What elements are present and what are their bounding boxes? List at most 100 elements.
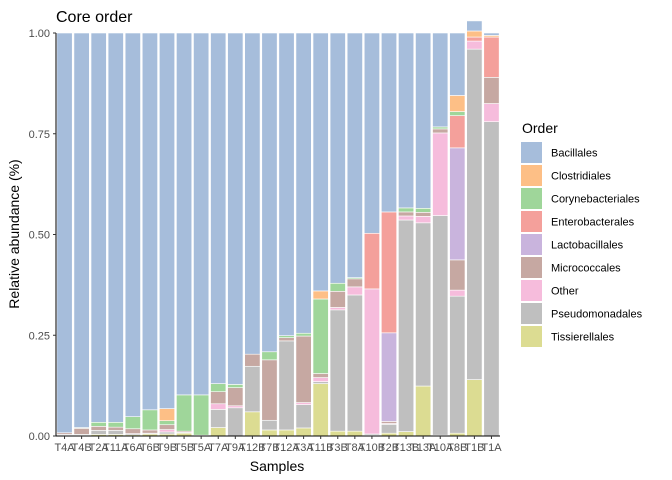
- bar-segment-T4A-bacillales: [56, 32, 73, 434]
- bar-segment-T10A-corynebacteriales: [432, 126, 449, 130]
- bar-segment-T8B-corynebacteriales: [449, 111, 466, 116]
- bar-segment-T9B-other: [159, 429, 175, 433]
- bar-segment-T7A-other: [210, 403, 227, 410]
- bar-segment-T8B-lactobacillales: [449, 147, 466, 261]
- bar-segment-T6B-micrococcales: [141, 429, 158, 434]
- x-tick-label-t7a: T7A: [208, 442, 229, 454]
- legend-key-enterobacterales: [521, 211, 542, 232]
- bar-segment-T12B-micrococcales: [244, 353, 261, 367]
- bar-segment-T8B-clostridiales: [449, 95, 466, 112]
- bar-segment-T9B-corynebacteriales: [159, 420, 175, 426]
- bar-segment-T1B-bacillales: [466, 20, 483, 32]
- bar-segment-T8B-bacillales: [449, 32, 466, 96]
- bar-segment-T7A-tissierellales: [210, 427, 227, 437]
- bar-segment-T1B-pseudomonadales: [466, 48, 483, 380]
- bar-segment-T11B-pseudomonadales: [312, 381, 329, 384]
- bar-segment-T8A-other: [346, 286, 363, 296]
- bar-segment-T2B-enterobacterales: [381, 211, 397, 334]
- bar-segment-T1A-pseudomonadales: [483, 121, 500, 437]
- bar-segment-T3B-other: [329, 307, 346, 311]
- axes-layer: 0.000.250.500.751.00T4AT4BT2AT11AT6AT6BT…: [29, 28, 503, 454]
- x-tick-label-t3b: T3B: [328, 442, 348, 454]
- bar-segment-T13B-bacillales: [398, 32, 415, 209]
- bar-segment-T1B-clostridiales: [466, 30, 483, 38]
- x-tick-label-t12a: T12A: [273, 442, 300, 454]
- legend-key-tissierellales: [521, 326, 542, 347]
- bar-segment-T9A-micrococcales: [227, 387, 244, 407]
- bar-segment-T13A-bacillales: [415, 32, 432, 209]
- legend-key-pseudomonadales: [521, 303, 542, 324]
- bar-segment-T9A-pseudomonadales: [227, 407, 244, 437]
- bar-segment-T11B-bacillales: [312, 32, 329, 292]
- legend-key-clostridiales: [521, 165, 542, 186]
- bar-segment-T1B-other: [466, 40, 483, 50]
- bar-segment-T13B-pseudomonadales: [398, 219, 415, 432]
- legend-key-corynebacteriales: [521, 188, 542, 209]
- bar-segment-T1B-tissierellales: [466, 379, 483, 437]
- bar-segment-T9A-other: [227, 405, 244, 409]
- bar-segment-T10B-enterobacterales: [363, 232, 380, 290]
- legend-label-micrococcales: Micrococcales: [551, 263, 621, 275]
- bar-segment-T10A-micrococcales: [432, 128, 449, 134]
- y-axis-title: Relative abundance (%): [6, 159, 22, 308]
- bar-segment-T13B-micrococcales: [398, 211, 415, 217]
- legend-label-lactobacillales: Lactobacillales: [551, 240, 624, 252]
- bar-segment-T2B-lactobacillales: [381, 332, 397, 422]
- x-tick-label-t13b: T13B: [393, 442, 419, 454]
- bar-segment-T6B-bacillales: [141, 32, 158, 411]
- bar-segment-T11A-corynebacteriales: [107, 421, 124, 428]
- x-tick-label-t9b: T9B: [157, 442, 177, 454]
- bar-segment-T5A-bacillales: [193, 32, 210, 396]
- legend-key-micrococcales: [521, 257, 542, 278]
- bar-segment-T6B-corynebacteriales: [141, 409, 158, 431]
- bar-segment-T9A-corynebacteriales: [227, 384, 244, 388]
- x-tick-label-t2b: T2B: [379, 442, 399, 454]
- bars-layer: [56, 20, 500, 437]
- x-tick-label-t8b: T8B: [447, 442, 467, 454]
- bar-segment-T2B-bacillales: [381, 32, 397, 213]
- bar-segment-T6A-bacillales: [124, 32, 141, 417]
- bar-segment-T12B-tissierellales: [244, 411, 261, 437]
- bar-segment-T9B-clostridiales: [159, 408, 175, 421]
- bar-segment-T2A-bacillales: [90, 32, 107, 423]
- bar-segment-T7B-bacillales: [261, 32, 278, 353]
- bar-segment-T3B-corynebacteriales: [329, 282, 346, 292]
- x-tick-label-t7b: T7B: [259, 442, 279, 454]
- legend-key-lactobacillales: [521, 234, 542, 255]
- bar-segment-T8A-micrococcales: [346, 278, 363, 288]
- bar-segment-T5A-corynebacteriales: [193, 394, 210, 436]
- x-tick-label-t11b: T11B: [308, 442, 333, 454]
- bar-segment-T9B-bacillales: [159, 32, 175, 409]
- bar-segment-T2A-corynebacteriales: [90, 421, 107, 427]
- bar-segment-T7A-corynebacteriales: [210, 383, 227, 392]
- bar-segment-T4B-bacillales: [73, 32, 90, 428]
- bar-segment-T8B-micrococcales: [449, 259, 466, 291]
- legend-key-bacillales: [521, 142, 542, 163]
- bar-segment-T10B-other: [363, 288, 380, 435]
- bar-segment-T13B-corynebacteriales: [398, 207, 415, 213]
- bar-segment-T1A-micrococcales: [483, 77, 500, 104]
- bar-segment-T13A-pseudomonadales: [415, 222, 432, 387]
- bar-segment-T3A-tissierellales: [295, 427, 312, 437]
- legend-label-bacillales: Bacillales: [551, 148, 598, 160]
- bar-segment-T13A-other: [415, 216, 432, 224]
- y-tick-label: 0.50: [29, 230, 50, 242]
- bar-segment-T2B-micrococcales: [381, 421, 397, 424]
- legend: Order Bacillales Clostridiales Corynebacte…: [521, 120, 643, 347]
- bar-segment-T1B-enterobacterales: [466, 36, 483, 42]
- bar-segment-T7A-bacillales: [210, 32, 227, 384]
- y-tick-label: 1.00: [29, 28, 50, 40]
- legend-label-other: Other: [551, 286, 579, 298]
- bar-segment-T3A-pseudomonadales: [295, 404, 312, 429]
- bar-segment-T7B-micrococcales: [261, 359, 278, 421]
- bar-segment-T3A-corynebacteriales: [295, 332, 312, 337]
- bar-segment-T3B-bacillales: [329, 32, 346, 284]
- bar-segment-T11B-tissierellales: [312, 383, 329, 437]
- bar-segment-T2A-pseudomonadales: [90, 430, 107, 435]
- bar-segment-T6A-corynebacteriales: [124, 416, 141, 430]
- bar-segment-T3B-tissierellales: [329, 430, 346, 437]
- x-tick-label-t6a: T6A: [123, 442, 144, 454]
- bar-segment-T3B-pseudomonadales: [329, 309, 346, 432]
- bar-segment-T13A-micrococcales: [415, 212, 432, 217]
